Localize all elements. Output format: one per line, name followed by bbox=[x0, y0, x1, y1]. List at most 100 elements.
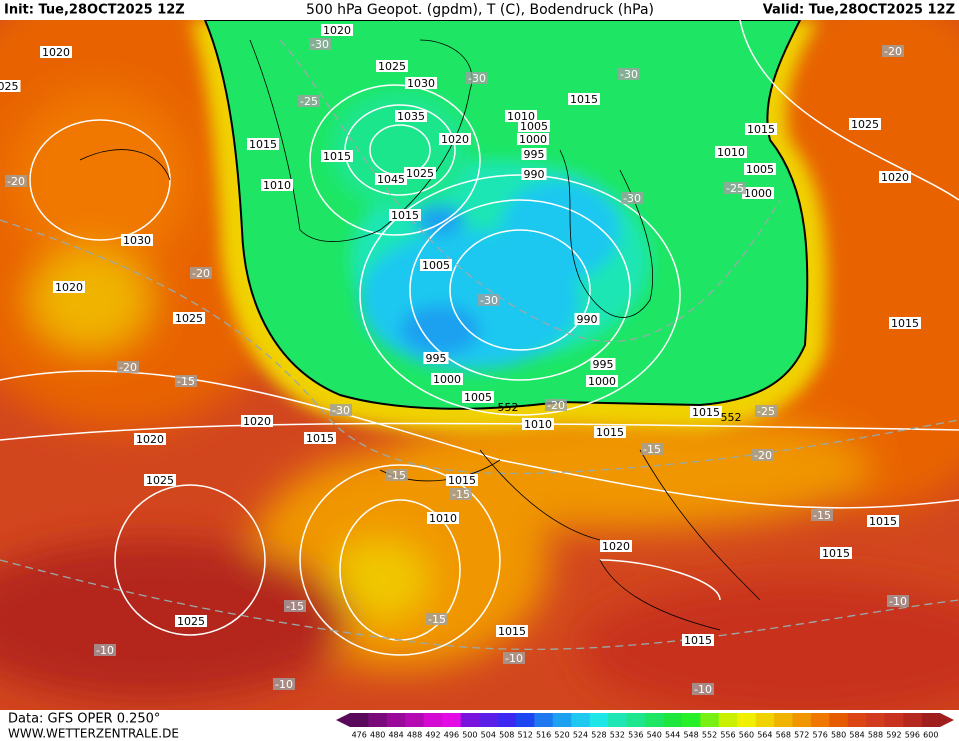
scale-swatch bbox=[479, 713, 498, 727]
isobar-label: 1025 bbox=[146, 474, 174, 487]
scale-swatch bbox=[884, 713, 904, 727]
scale-swatch bbox=[645, 713, 664, 727]
temperature-label-box bbox=[621, 192, 643, 204]
isobar-label: 1005 bbox=[422, 259, 450, 272]
isobar-label: 1010 bbox=[507, 110, 535, 123]
isobar-label-box bbox=[175, 615, 207, 627]
isobar-label: 1045 bbox=[377, 173, 405, 186]
isobar-label-box bbox=[505, 110, 537, 122]
scale-swatch bbox=[810, 713, 830, 727]
isobar-label: 1015 bbox=[747, 123, 775, 136]
isobar-label-box bbox=[0, 80, 21, 92]
temperature-label: -15 bbox=[177, 375, 195, 388]
scale-label: 492 bbox=[425, 731, 440, 740]
temperature-label: -10 bbox=[889, 595, 907, 608]
isobar-label: 995 bbox=[593, 358, 614, 371]
isobar-label: 1030 bbox=[407, 77, 435, 90]
temperature-label-box bbox=[117, 361, 139, 373]
temperature-label-box bbox=[503, 652, 525, 664]
temperature-label: -10 bbox=[694, 683, 712, 696]
scale-label: 600 bbox=[923, 731, 938, 740]
scale-label: 548 bbox=[683, 731, 698, 740]
valid-time: Valid: Tue,28OCT2025 12Z bbox=[763, 3, 955, 18]
isobar-label: 1000 bbox=[433, 373, 461, 386]
scale-swatch bbox=[460, 713, 480, 727]
isobar-label-box bbox=[867, 515, 899, 527]
scale-swatch bbox=[571, 713, 590, 727]
temperature-label-box bbox=[466, 72, 488, 84]
isobar-label: 1005 bbox=[746, 163, 774, 176]
isobar-label: 1020 bbox=[602, 540, 630, 553]
scale-label: 536 bbox=[628, 731, 643, 740]
scale-swatch bbox=[515, 713, 535, 727]
isobar-label-box bbox=[405, 77, 437, 89]
scale-label: 584 bbox=[849, 731, 864, 740]
isobar-label-box bbox=[321, 150, 353, 162]
scale-label: 500 bbox=[462, 731, 477, 740]
temperature-label-box bbox=[882, 45, 904, 57]
map-title: 500 hPa Geopot. (gpdm), T (C), Bodendruc… bbox=[306, 2, 654, 18]
isobar-label: 1025 bbox=[177, 615, 205, 628]
data-source: Data: GFS OPER 0.250° bbox=[8, 712, 160, 727]
scale-label: 540 bbox=[647, 731, 662, 740]
scale-label: 588 bbox=[868, 731, 883, 740]
temperature-label: -30 bbox=[480, 294, 498, 307]
temperature-label: -20 bbox=[547, 399, 565, 412]
temperature-label: -15 bbox=[286, 600, 304, 613]
isobar-label: 990 bbox=[577, 313, 598, 326]
scale-label: 504 bbox=[481, 731, 496, 740]
isobar-label: 1015 bbox=[323, 150, 351, 163]
isobar-label-box bbox=[518, 120, 550, 132]
scale-swatch bbox=[903, 713, 922, 727]
temperature-label: -10 bbox=[275, 678, 293, 691]
scale-swatch bbox=[718, 713, 738, 727]
isobar-label-box bbox=[820, 547, 852, 559]
temperature-label-box bbox=[94, 644, 116, 656]
temperature-label-box bbox=[426, 613, 448, 625]
isobar-label-box bbox=[889, 317, 921, 329]
isobar-label-box bbox=[715, 146, 747, 158]
isobar-label: 1015 bbox=[692, 406, 720, 419]
temperature-label: -20 bbox=[119, 361, 137, 374]
isobar-label-box bbox=[53, 281, 85, 293]
website: WWW.WETTERZENTRALE.DE bbox=[8, 727, 179, 741]
scale-label: 528 bbox=[591, 731, 606, 740]
isobar-label-box bbox=[521, 148, 547, 160]
isobar-label: 1020 bbox=[323, 24, 351, 37]
isobar-label: 1010 bbox=[524, 418, 552, 431]
isobar-label: 1020 bbox=[441, 133, 469, 146]
isobar-label-box bbox=[144, 474, 176, 486]
isobar-label: 1015 bbox=[498, 625, 526, 638]
temperature-label: -20 bbox=[7, 175, 25, 188]
isobar-label-box bbox=[134, 433, 166, 445]
isobar-label: 1020 bbox=[881, 171, 909, 184]
isobar-label-box bbox=[600, 540, 632, 552]
scale-swatch bbox=[534, 713, 554, 727]
isobar-label-box bbox=[744, 163, 776, 175]
isobar-label: 1015 bbox=[891, 317, 919, 330]
scale-label: 496 bbox=[444, 731, 459, 740]
scale-swatch bbox=[608, 713, 627, 727]
scale-swatch bbox=[423, 713, 443, 727]
scale-label: 512 bbox=[518, 731, 533, 740]
isobar-label: 1015 bbox=[306, 432, 334, 445]
isobar-label-box bbox=[40, 46, 72, 58]
scale-label: 524 bbox=[573, 731, 588, 740]
isobar-label-box bbox=[496, 625, 528, 637]
scale-label: 544 bbox=[665, 731, 680, 740]
scale-swatch bbox=[829, 713, 849, 727]
scale-swatch bbox=[737, 713, 756, 727]
color-scale: 476 480 484 488 492 496 500 504 508 512 516 520 524 5… bbox=[336, 713, 954, 740]
temperature-label-box bbox=[887, 595, 909, 607]
temperature-label: -15 bbox=[643, 443, 661, 456]
temperature-label: -10 bbox=[505, 652, 523, 665]
isobar-label: 1035 bbox=[397, 110, 425, 123]
isobar-label: 1015 bbox=[448, 474, 476, 487]
scale-label: 596 bbox=[905, 731, 920, 740]
scale-swatch bbox=[552, 713, 572, 727]
isobar-label-box bbox=[742, 187, 774, 199]
isobar-label-box bbox=[568, 93, 600, 105]
isobar-label: 1025 bbox=[378, 60, 406, 73]
temperature-label: -15 bbox=[813, 509, 831, 522]
isobar-label-box bbox=[517, 133, 549, 145]
